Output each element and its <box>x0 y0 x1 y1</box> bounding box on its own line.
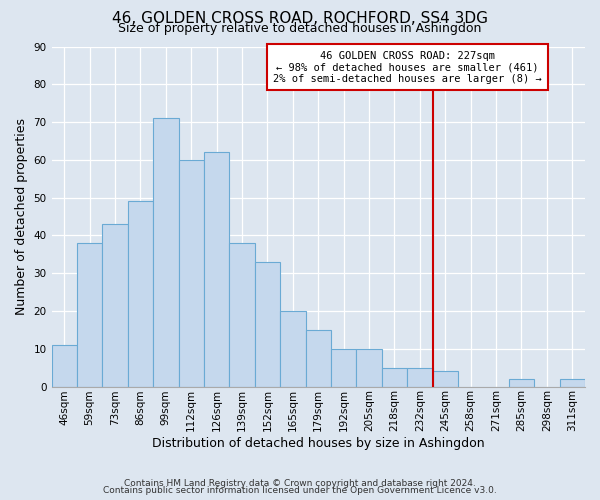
Bar <box>382 368 407 386</box>
Bar <box>433 372 458 386</box>
Bar <box>229 243 255 386</box>
Bar <box>407 368 433 386</box>
Bar <box>179 160 204 386</box>
Text: Size of property relative to detached houses in Ashingdon: Size of property relative to detached ho… <box>118 22 482 35</box>
Bar <box>560 379 585 386</box>
Bar <box>305 330 331 386</box>
X-axis label: Distribution of detached houses by size in Ashingdon: Distribution of detached houses by size … <box>152 437 485 450</box>
Bar <box>255 262 280 386</box>
Bar <box>153 118 179 386</box>
Bar <box>280 311 305 386</box>
Bar <box>204 152 229 386</box>
Bar <box>77 243 103 386</box>
Bar <box>331 349 356 387</box>
Y-axis label: Number of detached properties: Number of detached properties <box>15 118 28 315</box>
Text: Contains public sector information licensed under the Open Government Licence v3: Contains public sector information licen… <box>103 486 497 495</box>
Bar <box>52 345 77 387</box>
Text: 46 GOLDEN CROSS ROAD: 227sqm
← 98% of detached houses are smaller (461)
2% of se: 46 GOLDEN CROSS ROAD: 227sqm ← 98% of de… <box>273 50 542 84</box>
Bar <box>356 349 382 387</box>
Bar <box>103 224 128 386</box>
Bar <box>509 379 534 386</box>
Text: Contains HM Land Registry data © Crown copyright and database right 2024.: Contains HM Land Registry data © Crown c… <box>124 478 476 488</box>
Text: 46, GOLDEN CROSS ROAD, ROCHFORD, SS4 3DG: 46, GOLDEN CROSS ROAD, ROCHFORD, SS4 3DG <box>112 11 488 26</box>
Bar <box>128 202 153 386</box>
